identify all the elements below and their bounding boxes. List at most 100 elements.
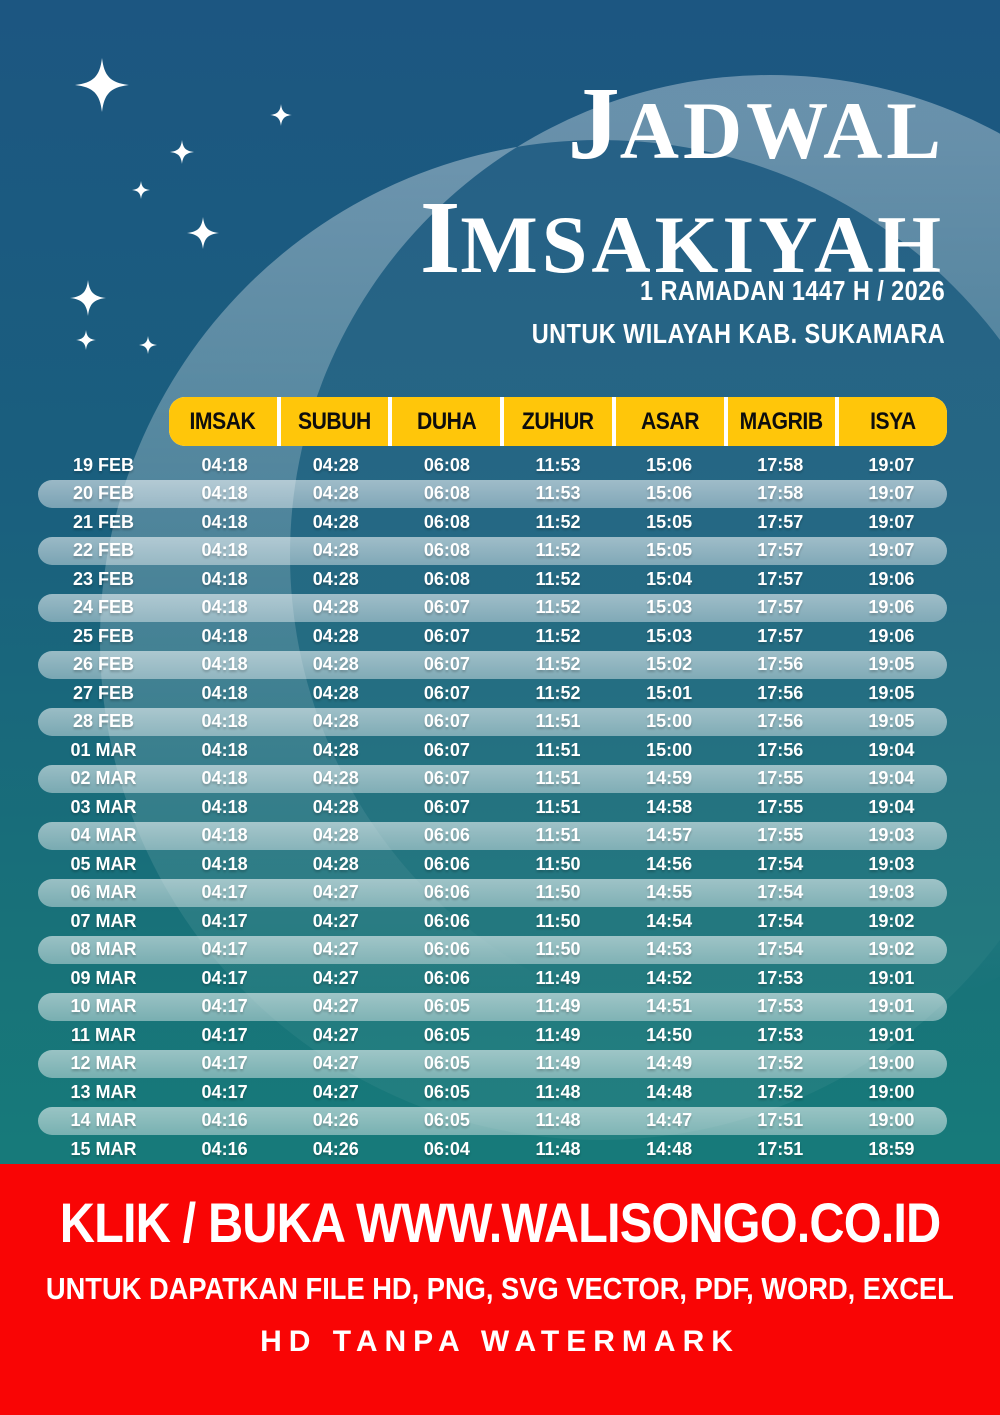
time-cell: 04:27: [312, 910, 359, 931]
date-cell: 08 MAR: [70, 939, 137, 960]
time-cell: 14:55: [646, 882, 693, 903]
column-header-isya: ISYA: [839, 397, 947, 446]
date-cell: 24 FEB: [72, 597, 135, 618]
time-cell: 04:28: [312, 768, 359, 789]
time-cell: 11:53: [535, 454, 581, 475]
time-cell: 04:17: [201, 967, 248, 988]
time-cell: 15:05: [646, 511, 693, 532]
date-cell: 13 MAR: [70, 1081, 137, 1102]
time-cell: 15:04: [646, 568, 693, 589]
time-cell: 19:05: [868, 682, 915, 703]
time-cell: 15:03: [646, 625, 693, 646]
time-cell: 04:27: [312, 1053, 359, 1074]
time-cell: 06:08: [423, 454, 470, 475]
subtitle: 1 RAMADAN 1447 H / 2026 UNTUK WILAYAH KA…: [453, 269, 945, 355]
time-cell: 11:49: [535, 1053, 581, 1074]
time-cell: 11:48: [535, 1138, 581, 1159]
time-cell: 14:58: [646, 796, 693, 817]
time-cell: 11:50: [535, 882, 581, 903]
time-cell: 06:06: [423, 967, 470, 988]
time-cell: 14:51: [646, 996, 693, 1017]
date-cell: 10 MAR: [70, 996, 137, 1017]
time-cell: 19:01: [868, 967, 915, 988]
time-cell: 19:00: [868, 1053, 915, 1074]
time-cell: 15:03: [646, 597, 693, 618]
time-cell: 15:05: [646, 540, 693, 561]
time-cell: 15:01: [646, 682, 693, 703]
time-cell: 11:49: [535, 967, 581, 988]
table-row: 22 FEB 04:18 04:28 06:08 11:52 15:05 17:57 19:0…: [38, 536, 947, 565]
time-cell: 14:53: [646, 939, 693, 960]
time-cell: 19:03: [868, 882, 915, 903]
table-row: 03 MAR 04:18 04:28 06:07 11:51 14:58 17:55 19:0…: [38, 793, 947, 822]
time-cell: 04:17: [201, 1053, 248, 1074]
time-cell: 14:47: [646, 1110, 693, 1131]
table-row: 01 MAR 04:18 04:28 06:07 11:51 15:00 17:56 19:0…: [38, 736, 947, 765]
time-cell: 14:50: [646, 1024, 693, 1045]
date-cell: 09 MAR: [70, 967, 137, 988]
date-cell: 01 MAR: [70, 739, 137, 760]
time-cell: 04:18: [201, 540, 248, 561]
footer-link-banner[interactable]: KLIK / BUKA WWW.WALISONGO.CO.ID UNTUK DA…: [0, 1164, 1000, 1415]
time-cell: 04:28: [312, 853, 359, 874]
time-cell: 19:06: [868, 568, 915, 589]
time-cell: 19:07: [868, 540, 915, 561]
time-cell: 04:18: [201, 711, 248, 732]
time-cell: 19:07: [868, 483, 915, 504]
time-cell: 17:56: [757, 682, 804, 703]
time-cell: 04:18: [201, 597, 248, 618]
footer-description: UNTUK DAPATKAN FILE HD, PNG, SVG VECTOR,…: [46, 1271, 954, 1306]
time-cell: 04:18: [201, 625, 248, 646]
time-cell: 17:55: [757, 796, 804, 817]
table-row: 12 MAR 04:17 04:27 06:05 11:49 14:49 17:52 19:0…: [38, 1049, 947, 1078]
prayer-schedule-table: IMSAK SUBUH DUHA ZUHUR ASAR MAGRIB ISYA 19 FEB…: [38, 397, 947, 1164]
time-cell: 06:05: [423, 1024, 470, 1045]
time-cell: 04:18: [201, 853, 248, 874]
time-cell: 15:06: [646, 483, 693, 504]
time-cell: 17:53: [757, 1024, 804, 1045]
footer-tagline: HD TANPA WATERMARK: [260, 1325, 740, 1358]
time-cell: 04:18: [201, 511, 248, 532]
time-cell: 04:17: [201, 939, 248, 960]
time-cell: 19:06: [868, 625, 915, 646]
time-cell: 15:00: [646, 711, 693, 732]
time-cell: 11:48: [535, 1081, 581, 1102]
time-cell: 04:18: [201, 682, 248, 703]
time-cell: 18:59: [868, 1138, 915, 1159]
table-row: 07 MAR 04:17 04:27 06:06 11:50 14:54 17:54 19:0…: [38, 907, 947, 936]
time-cell: 15:02: [646, 654, 693, 675]
time-cell: 11:51: [535, 825, 581, 846]
time-cell: 04:18: [201, 768, 248, 789]
time-cell: 17:56: [757, 654, 804, 675]
page-title: JADWAL IMSAKIYAH: [420, 72, 945, 310]
date-cell: 11 MAR: [70, 1024, 137, 1045]
website-link-text[interactable]: KLIK / BUKA WWW.WALISONGO.CO.ID: [59, 1191, 941, 1254]
time-cell: 04:18: [201, 483, 248, 504]
time-cell: 04:28: [312, 739, 359, 760]
time-cell: 04:27: [312, 1081, 359, 1102]
time-cell: 04:28: [312, 825, 359, 846]
time-cell: 17:55: [757, 768, 804, 789]
time-cell: 11:50: [535, 939, 581, 960]
column-header-imsak: IMSAK: [169, 397, 277, 446]
time-cell: 14:59: [646, 768, 693, 789]
date-cell: 14 MAR: [70, 1110, 137, 1131]
sparkle-star-icon: [75, 58, 129, 112]
time-cell: 06:08: [423, 540, 470, 561]
time-cell: 06:07: [423, 711, 470, 732]
date-cell: 26 FEB: [72, 654, 135, 675]
time-cell: 04:16: [201, 1138, 248, 1159]
date-cell: 12 MAR: [70, 1053, 137, 1074]
table-row: 08 MAR 04:17 04:27 06:06 11:50 14:53 17:54 19:0…: [38, 935, 947, 964]
date-cell: 03 MAR: [70, 796, 137, 817]
table-row: 05 MAR 04:18 04:28 06:06 11:50 14:56 17:54 19:0…: [38, 850, 947, 879]
time-cell: 06:05: [423, 1081, 470, 1102]
column-header-zuhur: ZUHUR: [504, 397, 612, 446]
time-cell: 17:57: [757, 568, 804, 589]
time-cell: 04:26: [312, 1138, 359, 1159]
time-cell: 11:52: [535, 597, 581, 618]
time-cell: 06:08: [423, 483, 470, 504]
time-cell: 19:05: [868, 654, 915, 675]
time-cell: 06:06: [423, 939, 470, 960]
